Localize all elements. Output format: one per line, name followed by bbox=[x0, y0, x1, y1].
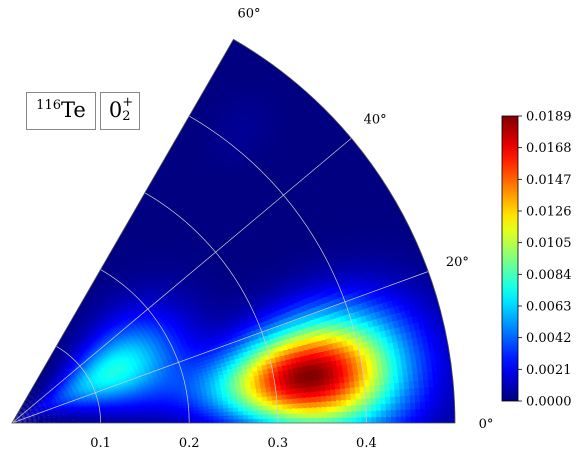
heatmap-area bbox=[12, 39, 455, 423]
